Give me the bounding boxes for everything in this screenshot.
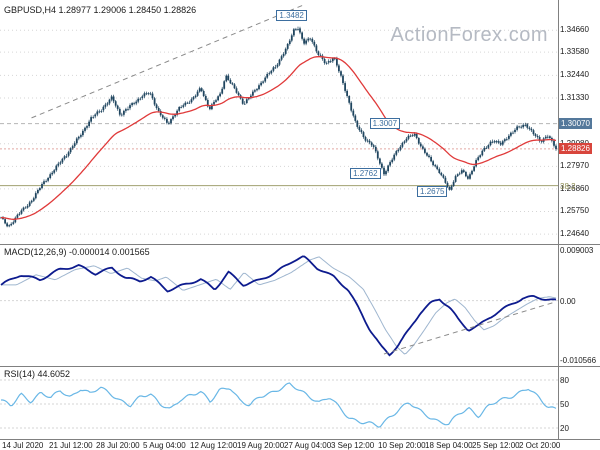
panel-separators [0,0,600,440]
price-axis-label: 1.24640 [560,229,589,239]
watermark: ActionForex.com [390,24,548,46]
time-axis-label: 19 Aug 20:00 [237,441,285,450]
time-axis-label: 25 Sep 12:00 [472,441,520,450]
price-flag: 1.3482 [276,9,307,21]
macd-axis-label: 0.009003 [560,246,594,255]
marked-level-badge: 1.30070 [559,118,592,130]
macd-trendline [383,301,557,355]
time-axis-label: 21 Jul 12:00 [49,441,93,450]
time-axis-label: 18 Sep 04:00 [425,441,473,450]
level-lines [0,123,558,187]
macd-axis-label: -0.010566 [560,356,597,365]
price-axis-label: 1.26860 [560,183,589,193]
price-axis-label: 1.29080 [560,139,589,148]
candle-bodies [0,28,557,227]
macd-main-line [0,255,557,357]
time-axis-label: 3 Sep 12:00 [331,441,375,450]
rsi-indicator-label: RSI(14) 44.6052 [4,369,71,379]
price-axis-label: 1.34660 [560,25,589,35]
price-axis-label: 1.25750 [560,206,589,216]
price-axis-label: 1.33580 [560,47,589,57]
time-axis-label: 28 Jul 20:00 [96,441,140,450]
price-axis-label: 1.31330 [560,92,589,102]
rsi-axis-label: 20 [560,424,569,433]
macd-signal-line [1,256,557,355]
time-axis-label: 14 Jul 2020 [2,441,44,450]
rsi-axis-label: 50 [560,400,569,409]
time-axis-label: 12 Aug 12:00 [190,441,238,450]
time-axis-label: 2 Oct 20:00 [519,441,561,450]
main-grid [0,29,558,235]
time-axis-label: 27 Aug 04:00 [284,441,332,450]
fib-38-2-label: 38.2 [560,181,576,191]
time-axis-label: 5 Aug 04:00 [143,441,186,450]
price-trendline [31,4,304,119]
rsi-line [1,382,557,428]
price-flag: 1.3007 [369,118,401,130]
moving-average-line [0,55,557,220]
current-price-badge: 1.28826 [559,143,592,155]
price-axis-label: 1.27970 [560,161,589,171]
time-axis-label: 10 Sep 20:00 [378,441,426,450]
rsi-level-lines [0,379,558,429]
macd-axis-label: 0.00 [560,296,576,306]
price-flag: 1.2762 [350,167,381,179]
price-flag: 1.2675 [417,185,448,197]
macd-indicator-label: MACD(12,26,9) -0.000014 0.001565 [4,247,150,257]
price-axis-label: 1.32440 [560,70,589,80]
rsi-axis-label: 80 [560,376,569,385]
symbol-ohlc-label: GBPUSD,H4 1.28977 1.29006 1.28450 1.2882… [4,5,197,15]
candle-wicks [0,26,557,228]
